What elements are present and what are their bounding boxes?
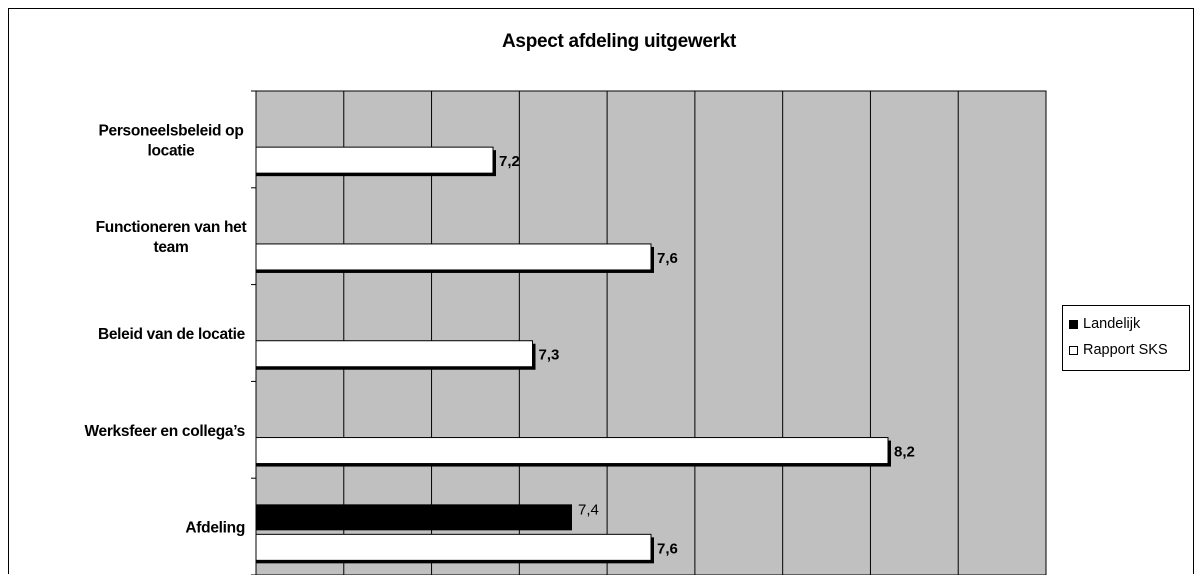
chart-title: Aspect afdeling uitgewerkt xyxy=(502,31,737,52)
category-label: Werksfeer en collega’s xyxy=(84,423,245,440)
plot-area: 7,2 7,6 7,3 8,2 7,6 7,4 xyxy=(251,90,1047,575)
category-label: team xyxy=(154,239,189,256)
data-label-rapport-sks: 7,3 xyxy=(539,347,560,364)
chart: Aspect afdeling uitgewerkt 7,27,67,38,27… xyxy=(84,31,1047,575)
legend-item-rapport-sks: Rapport SKS xyxy=(1069,342,1168,358)
bar-rapport-sks xyxy=(255,533,652,561)
bar-rapport-sks xyxy=(255,437,889,465)
bar-rapport-sks xyxy=(255,340,533,368)
legend: Landelijk Rapport SKS xyxy=(1062,305,1190,371)
data-label-rapport-sks: 7,6 xyxy=(657,540,678,557)
legend-label-landelijk: Landelijk xyxy=(1083,316,1141,332)
bar-rapport-sks xyxy=(255,243,652,271)
data-label-rapport-sks: 7,6 xyxy=(657,250,678,267)
bar-landelijk xyxy=(256,504,572,531)
data-label-landelijk: 7,4 xyxy=(578,501,599,518)
legend-item-landelijk: Landelijk xyxy=(1069,316,1140,332)
category-label: Functioneren van het xyxy=(96,219,247,236)
data-label-rapport-sks: 8,2 xyxy=(894,444,915,461)
bar-rapport-sks xyxy=(255,146,494,174)
category-label: Personeelsbeleid op xyxy=(98,122,243,139)
data-label-rapport-sks: 7,2 xyxy=(499,153,520,170)
category-label: Afdeling xyxy=(185,520,245,537)
legend-swatch-landelijk xyxy=(1069,319,1078,329)
category-labels: Personeelsbeleid op locatie Functioneren v… xyxy=(84,122,246,536)
category-label: locatie xyxy=(147,142,195,159)
category-label: Beleid van de locatie xyxy=(98,326,246,343)
plot-border xyxy=(255,90,1047,575)
legend-label-rapport-sks: Rapport SKS xyxy=(1083,342,1168,358)
chart-frame: Aspect afdeling uitgewerkt 7,2 7,6 7,3 8,2 7… xyxy=(8,8,1194,575)
legend-swatch-rapport-sks xyxy=(1069,345,1078,355)
